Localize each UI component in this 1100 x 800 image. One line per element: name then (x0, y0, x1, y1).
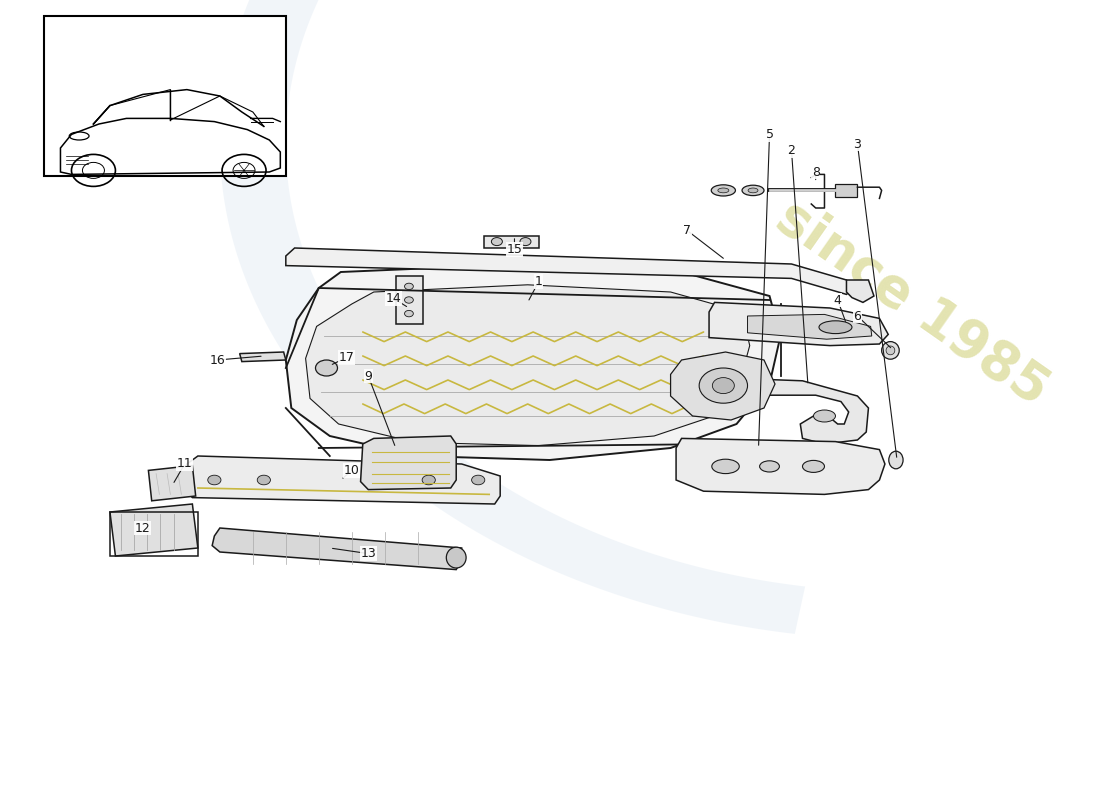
Text: 10: 10 (344, 464, 360, 477)
Polygon shape (676, 438, 884, 494)
Ellipse shape (712, 185, 736, 196)
Circle shape (405, 283, 414, 290)
Text: 2: 2 (788, 144, 795, 157)
Ellipse shape (820, 321, 852, 334)
Text: 4: 4 (834, 294, 842, 306)
Polygon shape (710, 302, 888, 346)
Circle shape (405, 310, 414, 317)
Text: 9: 9 (364, 370, 372, 382)
Circle shape (316, 360, 338, 376)
Text: 12: 12 (135, 522, 151, 534)
Polygon shape (396, 276, 424, 324)
Text: 13: 13 (361, 547, 376, 560)
Text: 7: 7 (683, 224, 691, 237)
Ellipse shape (889, 451, 903, 469)
Polygon shape (286, 264, 781, 460)
Text: 5: 5 (766, 128, 773, 141)
Circle shape (472, 475, 485, 485)
Ellipse shape (814, 410, 836, 422)
Circle shape (713, 378, 735, 394)
Ellipse shape (712, 459, 739, 474)
Polygon shape (671, 352, 776, 420)
Text: since 1985: since 1985 (767, 191, 1058, 417)
Ellipse shape (803, 460, 825, 472)
Polygon shape (361, 436, 456, 490)
Bar (44, 16, 286, 176)
Circle shape (520, 238, 531, 246)
Polygon shape (182, 456, 501, 504)
Text: 6: 6 (854, 310, 861, 322)
Text: 14: 14 (386, 292, 402, 305)
Ellipse shape (447, 547, 466, 568)
Polygon shape (148, 466, 196, 501)
Text: 1: 1 (535, 275, 542, 288)
Polygon shape (748, 314, 871, 339)
Circle shape (208, 475, 221, 485)
Bar (110, 512, 198, 556)
Polygon shape (286, 248, 852, 294)
Text: 15: 15 (506, 243, 522, 256)
Text: 3: 3 (854, 138, 861, 150)
Polygon shape (306, 285, 750, 446)
Polygon shape (220, 0, 805, 634)
Circle shape (405, 297, 414, 303)
Polygon shape (212, 528, 462, 570)
Polygon shape (847, 280, 873, 302)
Polygon shape (110, 504, 198, 556)
Circle shape (700, 368, 748, 403)
Text: 8: 8 (812, 166, 820, 178)
Ellipse shape (881, 342, 899, 359)
Polygon shape (713, 378, 869, 444)
Text: 17: 17 (339, 351, 354, 364)
Circle shape (492, 238, 503, 246)
Circle shape (257, 475, 271, 485)
Text: 11: 11 (177, 458, 192, 470)
Ellipse shape (742, 185, 764, 196)
Text: 16: 16 (210, 354, 225, 366)
Ellipse shape (760, 461, 780, 472)
Polygon shape (484, 236, 539, 248)
Circle shape (422, 475, 436, 485)
Ellipse shape (748, 188, 758, 193)
Bar (836, 184, 858, 197)
Ellipse shape (718, 188, 729, 193)
Ellipse shape (886, 346, 894, 354)
Polygon shape (240, 352, 286, 362)
